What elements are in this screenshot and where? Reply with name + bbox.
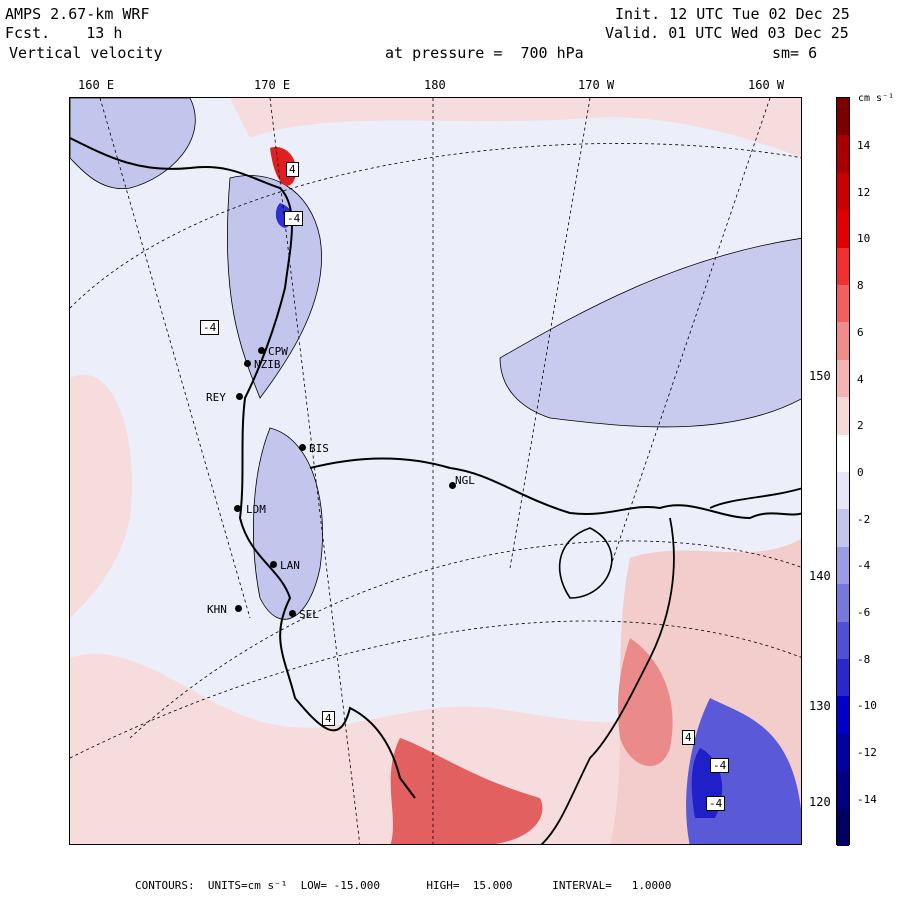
- negative-area: [499, 237, 801, 428]
- coastline: [309, 457, 801, 520]
- negative-area: [226, 175, 322, 399]
- smoothing: sm= 6: [772, 44, 818, 62]
- colorbar-swatch: [837, 285, 849, 323]
- positive-area: [70, 653, 670, 844]
- positive-area: [70, 374, 132, 618]
- colorbar-swatch: [837, 98, 849, 136]
- station-label: KHN: [207, 603, 227, 616]
- positive-area: [618, 638, 673, 767]
- colorbar-tick: 12: [857, 185, 871, 199]
- colorbar-tick: -10: [857, 699, 877, 713]
- pressure-level: at pressure = 700 hPa: [385, 44, 584, 62]
- colorbar-tick: 14: [857, 139, 871, 152]
- lon-label-180: 180: [424, 78, 446, 92]
- extremum-marker: 4: [286, 162, 299, 177]
- colorbar-unit: cm s⁻¹: [858, 93, 895, 104]
- station-label: BIS: [309, 442, 329, 455]
- extremum-marker: -4: [710, 758, 730, 773]
- colorbar-tick: -12: [857, 746, 877, 760]
- station-label: NZIB: [254, 358, 281, 371]
- station-dot: [299, 444, 306, 451]
- extremum-marker: -4: [284, 211, 304, 226]
- station-label: SEL: [299, 608, 319, 621]
- colorbar-tick: 0: [857, 465, 864, 479]
- extremum-marker: -4: [706, 796, 726, 811]
- valid-time: Valid. 01 UTC Wed 03 Dec 25: [605, 24, 849, 42]
- station-label: LAN: [280, 559, 300, 572]
- map-panel: CPW NZIB REY BIS NGL LDM LAN KHN SEL 4 -…: [69, 97, 802, 845]
- contour-info: CONTOURS: UNITS=cm s⁻¹ LOW= -15.000 HIGH…: [135, 879, 672, 892]
- colorbar-swatch: [837, 247, 849, 286]
- positive-area: [230, 98, 801, 158]
- field-name: Vertical velocity: [9, 44, 163, 62]
- colorbar-tick: -4: [857, 559, 871, 573]
- lon-label-170e: 170 E: [254, 78, 291, 92]
- colorbar-swatch: [837, 172, 849, 211]
- lon-label-170w: 170 W: [578, 78, 615, 92]
- colorbar-swatch: [837, 434, 849, 473]
- colorbar-swatch: [837, 135, 849, 174]
- colorbar-swatch: [837, 397, 849, 436]
- colorbar-swatch: [837, 621, 849, 660]
- station-dot: [235, 605, 242, 612]
- colorbar-tick: 2: [857, 419, 864, 433]
- extremum-marker: -4: [200, 320, 220, 335]
- station-dot: [244, 360, 251, 367]
- colorbar-swatch: [837, 808, 849, 847]
- colorbar-tick: 6: [857, 325, 864, 339]
- station-dot: [289, 610, 296, 617]
- colorbar-swatch: [837, 584, 849, 623]
- positive-area: [390, 738, 543, 844]
- colorbar-tick: -8: [857, 652, 871, 666]
- lon-label-160e: 160 E: [78, 78, 115, 92]
- colorbar-swatch: [837, 359, 849, 398]
- colorbar-swatch: [837, 696, 849, 735]
- station-dot: [270, 561, 277, 568]
- colorbar-swatch: [837, 472, 849, 510]
- graticule: [70, 98, 801, 844]
- colorbar-swatch: [837, 210, 849, 249]
- colorbar-tick: -6: [857, 606, 871, 619]
- coastline: [540, 517, 675, 844]
- coastline: [558, 527, 613, 599]
- colorbar-swatch: [837, 509, 849, 548]
- colorbar-swatch: [837, 659, 849, 697]
- coastline: [70, 137, 416, 799]
- colorbar: [836, 97, 850, 847]
- station-dot: [449, 482, 456, 489]
- station-label: NGL: [455, 474, 475, 487]
- station-dot: [234, 505, 241, 512]
- station-label: CPW: [268, 345, 288, 358]
- colorbar-swatch: [837, 771, 849, 810]
- map-canvas: [70, 98, 801, 844]
- station-dot: [258, 347, 265, 354]
- extremum-marker: 4: [682, 730, 695, 745]
- colorbar-swatch: [837, 322, 849, 361]
- lon-label-160w: 160 W: [748, 78, 785, 92]
- colorbar-tick: 10: [857, 232, 871, 246]
- model-title: AMPS 2.67-km WRF: [5, 5, 150, 23]
- colorbar-swatch: [837, 733, 849, 772]
- colorbar-swatch: [837, 546, 849, 585]
- extremum-marker: 4: [322, 711, 335, 726]
- negative-area: [70, 98, 196, 190]
- station-label: LDM: [246, 503, 266, 516]
- forecast-hour: Fcst. 13 h: [5, 24, 123, 42]
- colorbar-tick: 8: [857, 279, 864, 293]
- station-label: REY: [206, 391, 226, 404]
- station-dot: [236, 393, 243, 400]
- init-time: Init. 12 UTC Tue 02 Dec 25: [615, 5, 850, 23]
- colorbar-tick: -14: [857, 792, 877, 806]
- colorbar-tick: 4: [857, 372, 864, 386]
- colorbar-tick: -2: [857, 512, 871, 526]
- coastline: [709, 487, 801, 509]
